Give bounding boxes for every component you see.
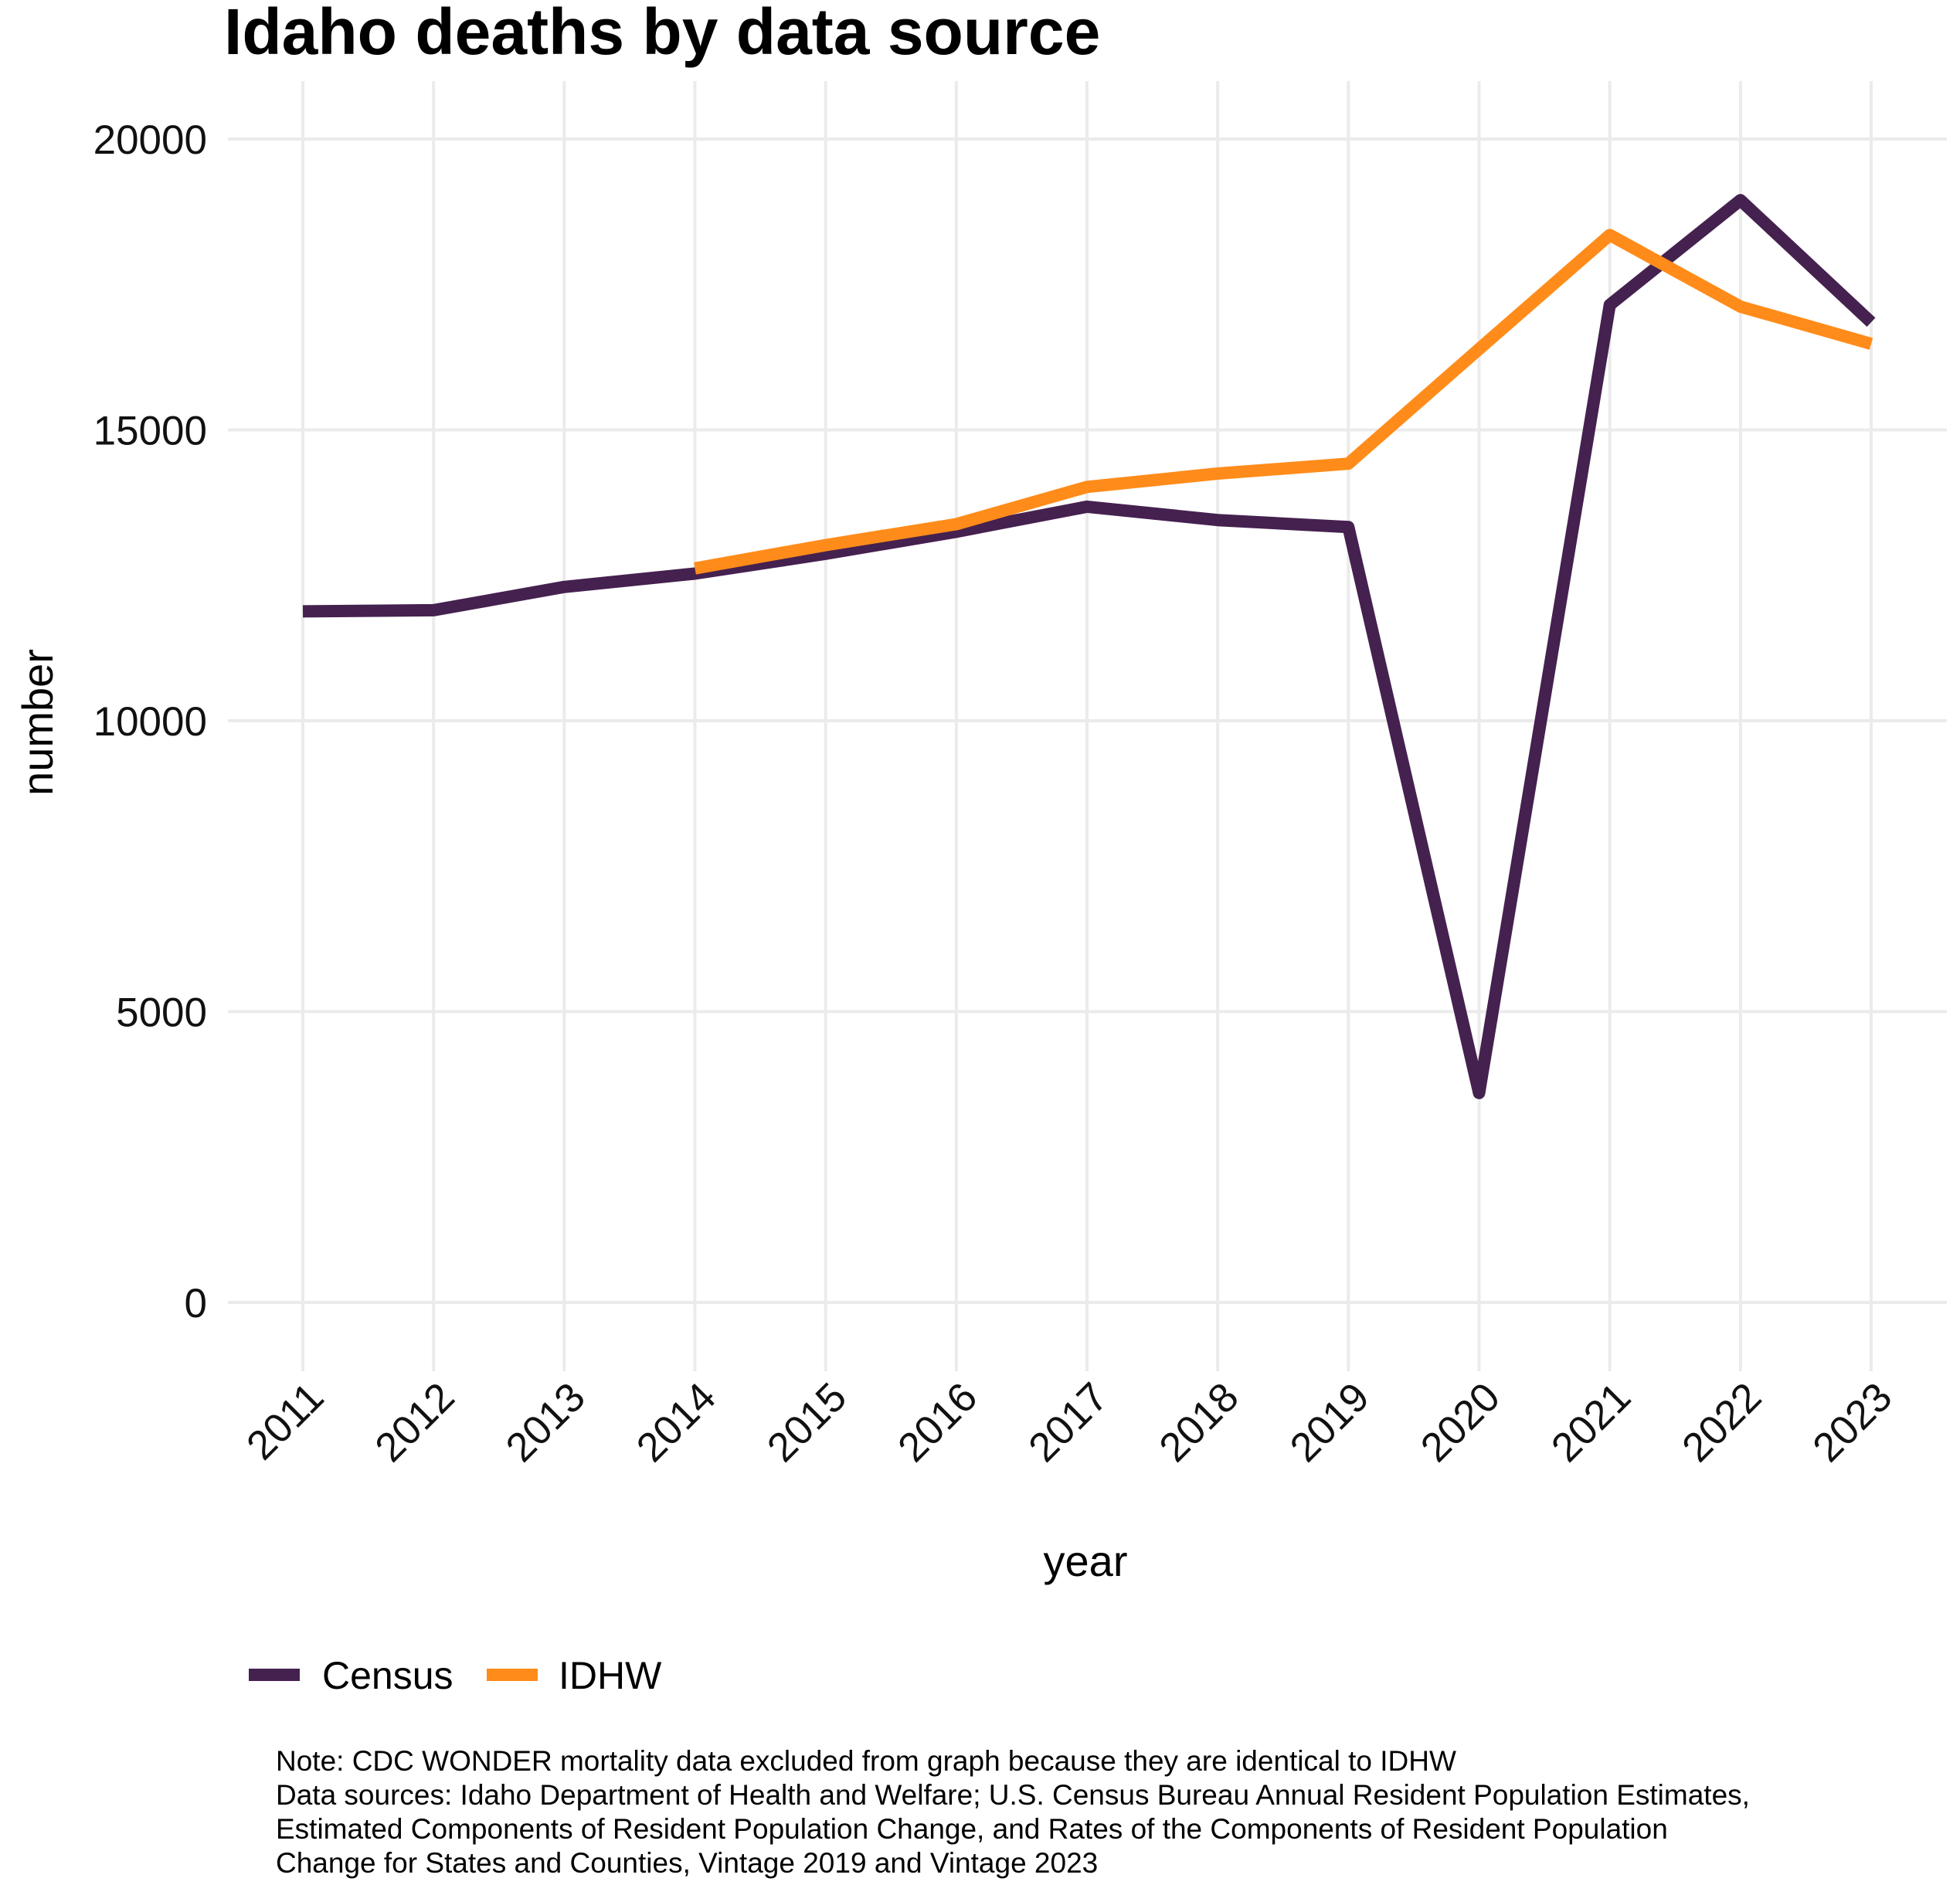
x-tick-label: 2013 [498, 1374, 594, 1471]
y-axis-tick-labels: 0 5000 10000 15000 20000 [93, 117, 207, 1326]
x-tick-label: 2020 [1412, 1374, 1509, 1471]
y-axis-title: number [13, 649, 62, 796]
y-tick-label: 20000 [93, 117, 207, 163]
x-tick-label: 2022 [1673, 1374, 1770, 1471]
x-tick-label: 2021 [1543, 1374, 1639, 1471]
legend-label-census: Census [322, 1654, 453, 1697]
x-tick-label: 2018 [1151, 1374, 1248, 1471]
note-line: Data sources: Idaho Department of Health… [276, 1779, 1750, 1811]
y-tick-label: 15000 [93, 409, 207, 454]
x-tick-label: 2017 [1020, 1374, 1116, 1471]
x-tick-label: 2011 [238, 1374, 332, 1469]
x-axis-tick-labels: 2011 2012 2013 2014 2015 2016 2017 2018 2019 2020… [238, 1374, 1901, 1471]
series-line-idhw [694, 229, 1873, 575]
grid [228, 81, 1947, 1371]
x-tick-label: 2014 [628, 1374, 725, 1471]
y-tick-label: 5000 [116, 990, 207, 1036]
series-line-census [302, 194, 1876, 1099]
x-tick-label: 2015 [759, 1374, 855, 1471]
legend-label-idhw: IDHW [559, 1654, 662, 1697]
y-tick-label: 0 [185, 1281, 207, 1326]
note-line: Change for States and Counties, Vintage … [276, 1847, 1099, 1879]
y-tick-label: 10000 [93, 699, 207, 745]
source-note: Note: CDC WONDER mortality data excluded… [276, 1744, 1750, 1880]
x-tick-label: 2023 [1804, 1374, 1901, 1471]
note-line: Note: CDC WONDER mortality data excluded… [276, 1745, 1456, 1777]
legend: Census IDHW [249, 1654, 662, 1697]
series-lines [302, 194, 1876, 1099]
x-tick-label: 2019 [1282, 1374, 1378, 1471]
x-axis-title: year [1044, 1537, 1128, 1585]
x-tick-label: 2012 [367, 1374, 464, 1471]
chart-title: Idaho deaths by data source [224, 0, 1100, 68]
x-tick-label: 2016 [889, 1374, 986, 1471]
note-line: Estimated Components of Resident Populat… [276, 1813, 1668, 1845]
